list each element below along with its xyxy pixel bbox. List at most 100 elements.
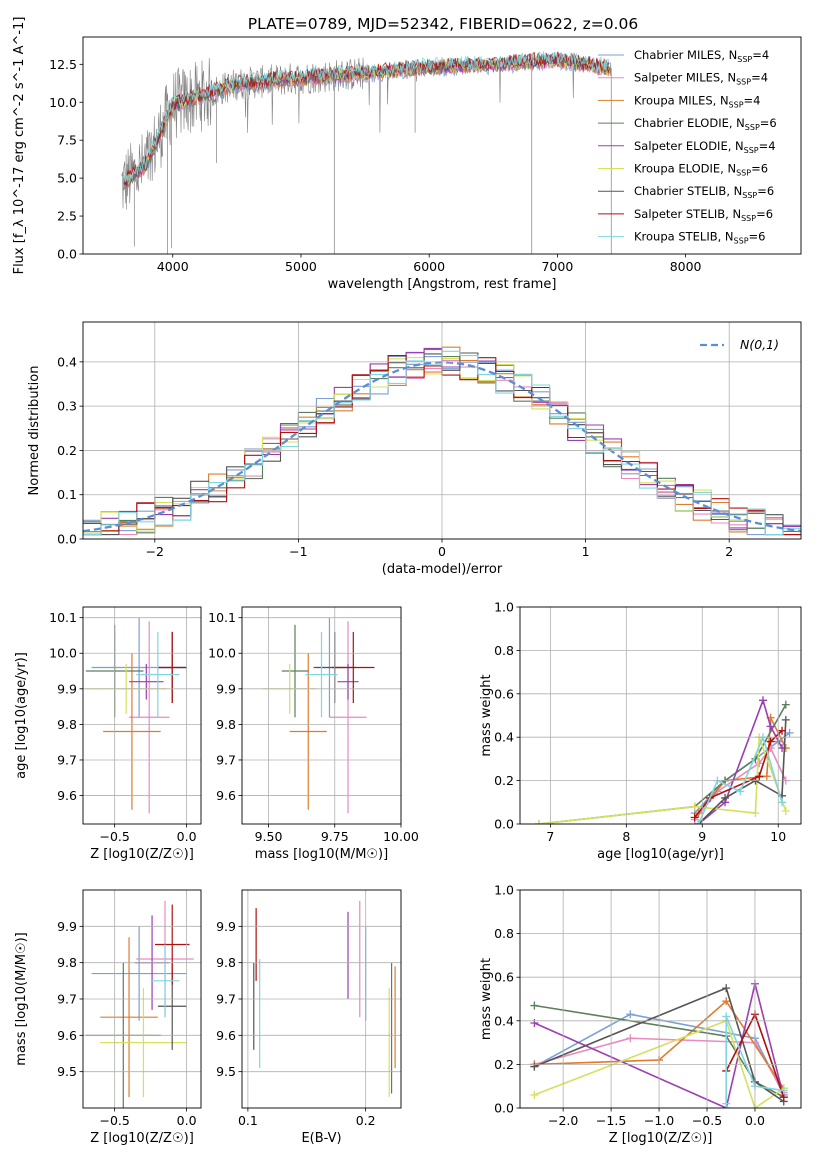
massweight-vs-Z-marker [722, 984, 731, 993]
mass-vs-Z-ytick-label: 9.8 [57, 955, 77, 970]
legend-entry: Chabrier MILES, NSSP=4 [634, 48, 769, 64]
massweight-vs-Z-series-line [534, 987, 785, 1103]
massweight-vs-Z-panel: −2.0 −1.5 −1.0 −0.5 0.0 0.0 0.2 0.4 0.6 0.8 1.0 Z [… [479, 883, 802, 1146]
age-vs-mass-ytick-label: 10.0 [208, 646, 236, 661]
mass-vs-ebv-xlabel: E(B-V) [301, 1131, 341, 1146]
massweight-vs-age-ytick-label: 0.2 [494, 773, 514, 788]
age-vs-mass-panel: 9.50 9.75 10.00 9.6 9.7 9.8 9.9 10.0 10.1 mass [l… [208, 606, 419, 862]
massweight-vs-Z-ytick-label: 0.2 [494, 1057, 514, 1072]
spectrum-model-line [123, 51, 610, 182]
massweight-vs-Z-ytick-label: 0.0 [494, 1101, 514, 1116]
legend-entry-sub: SSP [734, 237, 749, 246]
massweight-vs-age-marker [534, 820, 543, 824]
massweight-vs-age-xtick-label: 7 [546, 829, 554, 844]
legend-entry-sub: SSP [741, 214, 756, 223]
mass-vs-ebv-ytick-label: 9.9 [216, 919, 236, 934]
massweight-vs-age-panel: 7 8 9 10 0.0 0.2 0.4 0.6 0.8 1.0 age [log10(age/yr… [479, 600, 802, 862]
residuals-xtick-label: 2 [725, 544, 733, 559]
legend-entry-label: Salpeter STELIB, N [634, 207, 741, 221]
legend-entry-tail: =4 [744, 93, 761, 107]
mass-vs-Z-ytick-label: 9.6 [57, 1028, 77, 1043]
massweight-vs-Z-marker [779, 1086, 788, 1095]
residuals-xtick-label: −1 [289, 544, 307, 559]
spectrum-xtick-label: 7000 [541, 259, 573, 274]
mass-vs-ebv-ytick-label: 9.5 [216, 1064, 236, 1079]
residuals-xtick-label: 1 [582, 544, 590, 559]
legend-entry: Chabrier STELIB, NSSP=6 [634, 184, 774, 200]
massweight-vs-age-plot-area [534, 696, 794, 824]
massweight-vs-Z-series-line [725, 1016, 784, 1104]
legend-entry-label: Salpeter MILES, N [634, 71, 736, 85]
legend-entry: Kroupa ELODIE, NSSP=6 [634, 162, 768, 178]
massweight-vs-Z-xtick-label: −2.0 [548, 1113, 578, 1128]
legend-entry-sub: SSP [744, 146, 759, 155]
legend-entry-tail: =6 [751, 162, 768, 176]
residuals-ytick-label: 0.3 [57, 399, 77, 414]
age-vs-Z-xlabel: Z [log10(Z/Z☉)] [90, 847, 194, 862]
massweight-vs-Z-xtick-label: 0.0 [745, 1113, 765, 1128]
spectrum-ytick-label: 0.0 [57, 247, 77, 262]
massweight-vs-Z-marker [722, 997, 731, 1006]
massweight-vs-age-marker [766, 737, 775, 746]
massweight-vs-Z-marker [530, 1018, 539, 1027]
age-vs-Z-frame [82, 606, 202, 825]
residuals-xtick-label: −2 [146, 544, 164, 559]
massweight-vs-Z-xtick-label: −0.5 [692, 1113, 722, 1128]
residuals-xlabel: (data-model)/error [382, 562, 503, 577]
massweight-vs-age-ylabel: mass weight [479, 674, 494, 756]
age-vs-Z-ytick-label: 9.7 [57, 752, 77, 767]
residuals-frame [82, 321, 802, 540]
age-vs-mass-ytick-label: 9.7 [216, 752, 236, 767]
age-vs-mass-frame [241, 606, 402, 825]
legend-entry-label: Kroupa ELODIE, N [634, 162, 736, 176]
spectrum-xtick-label: 5000 [285, 259, 317, 274]
age-vs-Z-ylabel: age [log10(age/yr)] [14, 652, 29, 779]
massweight-vs-age-ytick-label: 1.0 [494, 600, 514, 615]
figure-title: PLATE=0789, MJD=52342, FIBERID=0622, z=0… [248, 15, 638, 33]
age-vs-mass-ytick-label: 10.1 [208, 610, 236, 625]
age-vs-Z-xtick-label: 0.0 [177, 829, 197, 844]
massweight-vs-age-ytick-label: 0.4 [494, 730, 514, 745]
massweight-vs-age-xtick-label: 9 [698, 829, 706, 844]
massweight-vs-Z-ytick-label: 1.0 [494, 883, 514, 898]
mass-vs-ebv-ytick-label: 9.6 [216, 1028, 236, 1043]
spectrum-ytick-label: 7.5 [57, 133, 77, 148]
massweight-vs-age-marker [759, 696, 768, 705]
age-vs-mass-ytick-label: 9.9 [216, 681, 236, 696]
massweight-vs-age-marker [781, 715, 790, 724]
mass-vs-Z-xtick-label: 0.0 [177, 1113, 197, 1128]
residuals-ytick-label: 0.4 [57, 354, 77, 369]
spectrum-plot-area [121, 51, 612, 254]
massweight-vs-age-xlabel: age [log10(age/yr)] [597, 847, 724, 862]
mass-vs-Z-plot-area [85, 900, 194, 1108]
legend-entry-sub: SSP [745, 123, 760, 132]
massweight-vs-Z-marker [626, 1034, 635, 1043]
mass-vs-ebv-frame [241, 889, 402, 1109]
legend-entry: Salpeter STELIB, NSSP=6 [634, 207, 773, 223]
massweight-vs-age-series-line [538, 704, 787, 824]
spectrum-xtick-label: 6000 [413, 259, 445, 274]
massweight-vs-age-marker [690, 813, 699, 822]
massweight-vs-Z-marker [530, 1062, 539, 1071]
legend-entry-tail: =6 [757, 184, 774, 198]
legend-entry-tail: =6 [760, 116, 777, 130]
legend-entry-tail: =4 [752, 48, 769, 62]
legend-entry-label: Chabrier MILES, N [634, 48, 737, 62]
age-vs-Z-ytick-label: 10.0 [49, 646, 77, 661]
legend-entry-label: Kroupa MILES, N [634, 93, 729, 107]
massweight-vs-Z-ytick-label: 0.6 [494, 970, 514, 985]
legend-entry-tail: =6 [749, 230, 766, 244]
massweight-vs-Z-marker [530, 1090, 539, 1099]
spectrum-ylabel: Flux [f_λ 10^-17 erg cm^-2 s^-1 A^-1] [12, 17, 27, 275]
legend-entry: Chabrier ELODIE, NSSP=6 [634, 116, 777, 132]
spectrum-model-line [123, 51, 610, 187]
legend-entry-tail: =4 [759, 139, 776, 153]
massweight-vs-age-marker [721, 793, 730, 802]
age-vs-mass-ytick-label: 9.6 [216, 788, 236, 803]
mass-vs-ebv-ytick-label: 9.8 [216, 955, 236, 970]
massweight-vs-age-marker [755, 772, 764, 781]
legend-entry-label: Salpeter ELODIE, N [634, 139, 744, 153]
massweight-vs-Z-xlabel: Z [log10(Z/Z☉)] [609, 1131, 713, 1146]
